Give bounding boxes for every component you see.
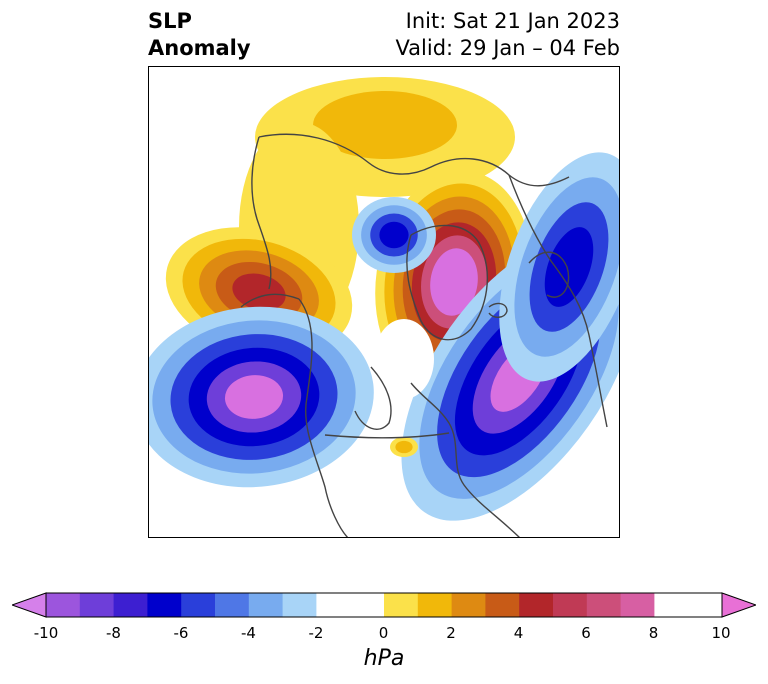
coastline xyxy=(258,133,570,187)
forecast-dates: Init: Sat 21 Jan 2023 Valid: 29 Jan – 04… xyxy=(395,8,620,62)
colorbar-box xyxy=(79,593,115,617)
colorbar-box xyxy=(417,593,453,617)
coastline xyxy=(528,251,570,298)
coastline xyxy=(354,366,392,430)
coastline xyxy=(298,298,349,537)
anomaly-positive-great-lakes xyxy=(390,437,418,457)
colorbar-boxes xyxy=(12,592,756,618)
coastline xyxy=(324,432,450,439)
title-line-2: Anomaly xyxy=(148,36,251,60)
colorbar-tick-label: 6 xyxy=(581,624,591,642)
anomaly-positive-siberia-core xyxy=(313,91,457,159)
colorbar-tick-label: -10 xyxy=(33,624,59,642)
anomaly-fills xyxy=(149,77,619,521)
colorbar-box xyxy=(113,593,148,617)
colorbar-box xyxy=(553,593,588,617)
colorbar-extend-max xyxy=(721,592,756,618)
colorbar-outline xyxy=(45,592,723,618)
coastline xyxy=(508,174,608,428)
anomaly-negative-pacific xyxy=(149,306,374,488)
colorbar-box xyxy=(316,593,351,617)
anomaly-negative-europe xyxy=(499,152,619,382)
colorbar-box xyxy=(248,593,284,617)
coastline xyxy=(240,293,300,308)
chart-title: SLP Anomaly xyxy=(148,8,251,62)
anomaly-map xyxy=(148,66,620,538)
colorbar-box xyxy=(215,593,250,617)
colorbar-tick-label: 8 xyxy=(648,624,659,642)
valid-range: Valid: 29 Jan – 04 Feb xyxy=(395,36,620,60)
colorbar-box xyxy=(688,593,723,617)
colorbar-box xyxy=(46,593,81,617)
colorbar-tick-label: 2 xyxy=(446,624,456,642)
colorbar-tick-label: 10 xyxy=(711,624,731,642)
colorbar-tick-label: -4 xyxy=(241,624,256,642)
init-date: Init: Sat 21 Jan 2023 xyxy=(405,9,620,33)
colorbar-tick-label: -6 xyxy=(173,624,189,642)
title-line-1: SLP xyxy=(148,9,192,33)
colorbar-box xyxy=(654,593,689,617)
colorbar-box xyxy=(451,593,486,617)
colorbar-tick-label: -8 xyxy=(106,624,121,642)
colorbar-box xyxy=(384,593,419,617)
coastline xyxy=(488,302,508,318)
coastline xyxy=(406,224,488,341)
colorbar-box xyxy=(519,593,554,617)
map-svg xyxy=(149,77,619,537)
colorbar-box xyxy=(620,593,655,617)
colorbar-box xyxy=(350,593,385,617)
colorbar-box xyxy=(282,593,317,617)
coastline xyxy=(410,382,520,537)
colorbar-tick-label: -2 xyxy=(308,624,324,642)
colorbar xyxy=(12,592,756,618)
colorbar-extend-min xyxy=(12,592,47,618)
coastline xyxy=(251,136,272,290)
coastlines xyxy=(240,133,608,537)
colorbar-tick-label: 0 xyxy=(378,624,389,642)
colorbar-tick-label: 4 xyxy=(513,624,524,642)
anomaly-negative-asia xyxy=(352,197,436,273)
colorbar-box xyxy=(181,593,216,617)
colorbar-box xyxy=(586,593,622,617)
colorbar-box xyxy=(147,593,182,617)
colorbar-unit-label: hPa xyxy=(363,646,405,671)
colorbar-box xyxy=(485,593,520,617)
